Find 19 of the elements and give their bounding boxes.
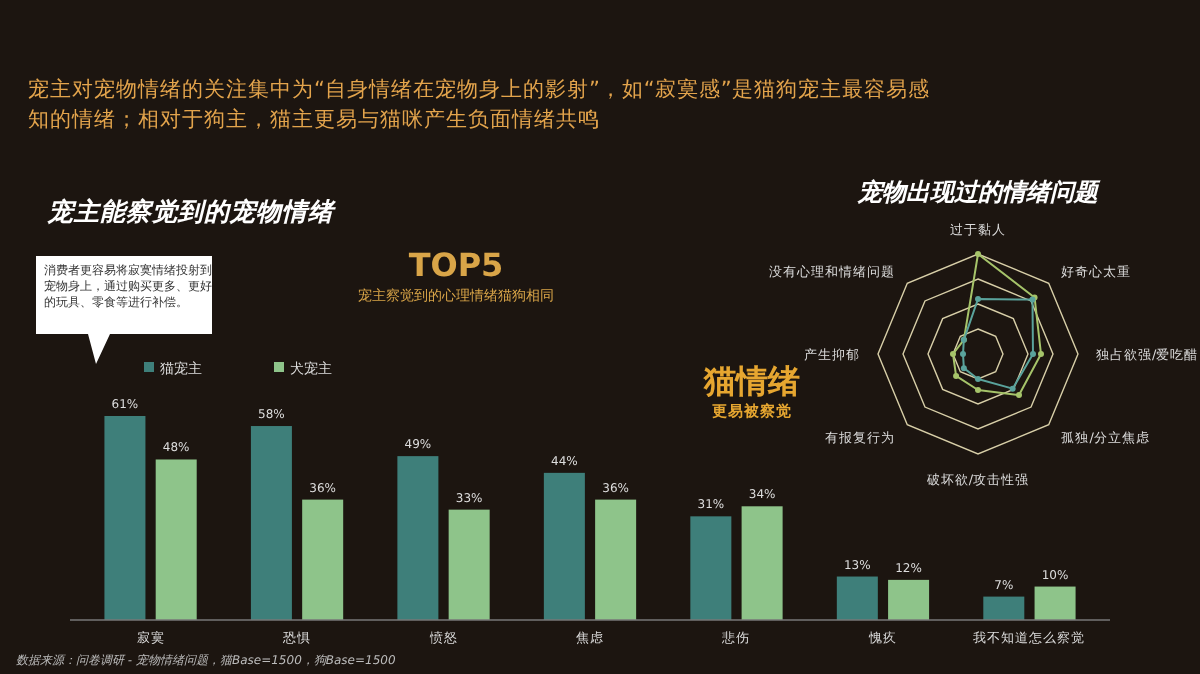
bar xyxy=(1034,586,1076,620)
bar xyxy=(595,499,637,620)
text: TOP5 xyxy=(408,246,504,284)
bar xyxy=(104,416,146,620)
chart-title: 宠主能察觉到的宠物情绪 xyxy=(46,196,336,226)
bar xyxy=(302,499,344,620)
bar xyxy=(888,579,930,620)
bar xyxy=(250,426,292,620)
bar xyxy=(836,576,878,620)
bar xyxy=(983,596,1025,620)
chart-title: 宠物出现过的情绪问题 xyxy=(856,178,1102,206)
bar xyxy=(690,516,732,620)
bar xyxy=(397,456,439,620)
bar xyxy=(543,472,585,620)
text: 宠主对宠物情绪的关注集中为“自身情绪在宠物身上的影射”，如“寂寞感”是猫狗宠主最容易感知的情绪；相对于狗主，猫主更易与猫咪产生负面情绪共鸣 xyxy=(28,76,930,132)
bar xyxy=(741,506,783,620)
bar xyxy=(155,459,197,620)
text: 猫情绪 xyxy=(702,362,800,400)
bar xyxy=(448,509,490,620)
